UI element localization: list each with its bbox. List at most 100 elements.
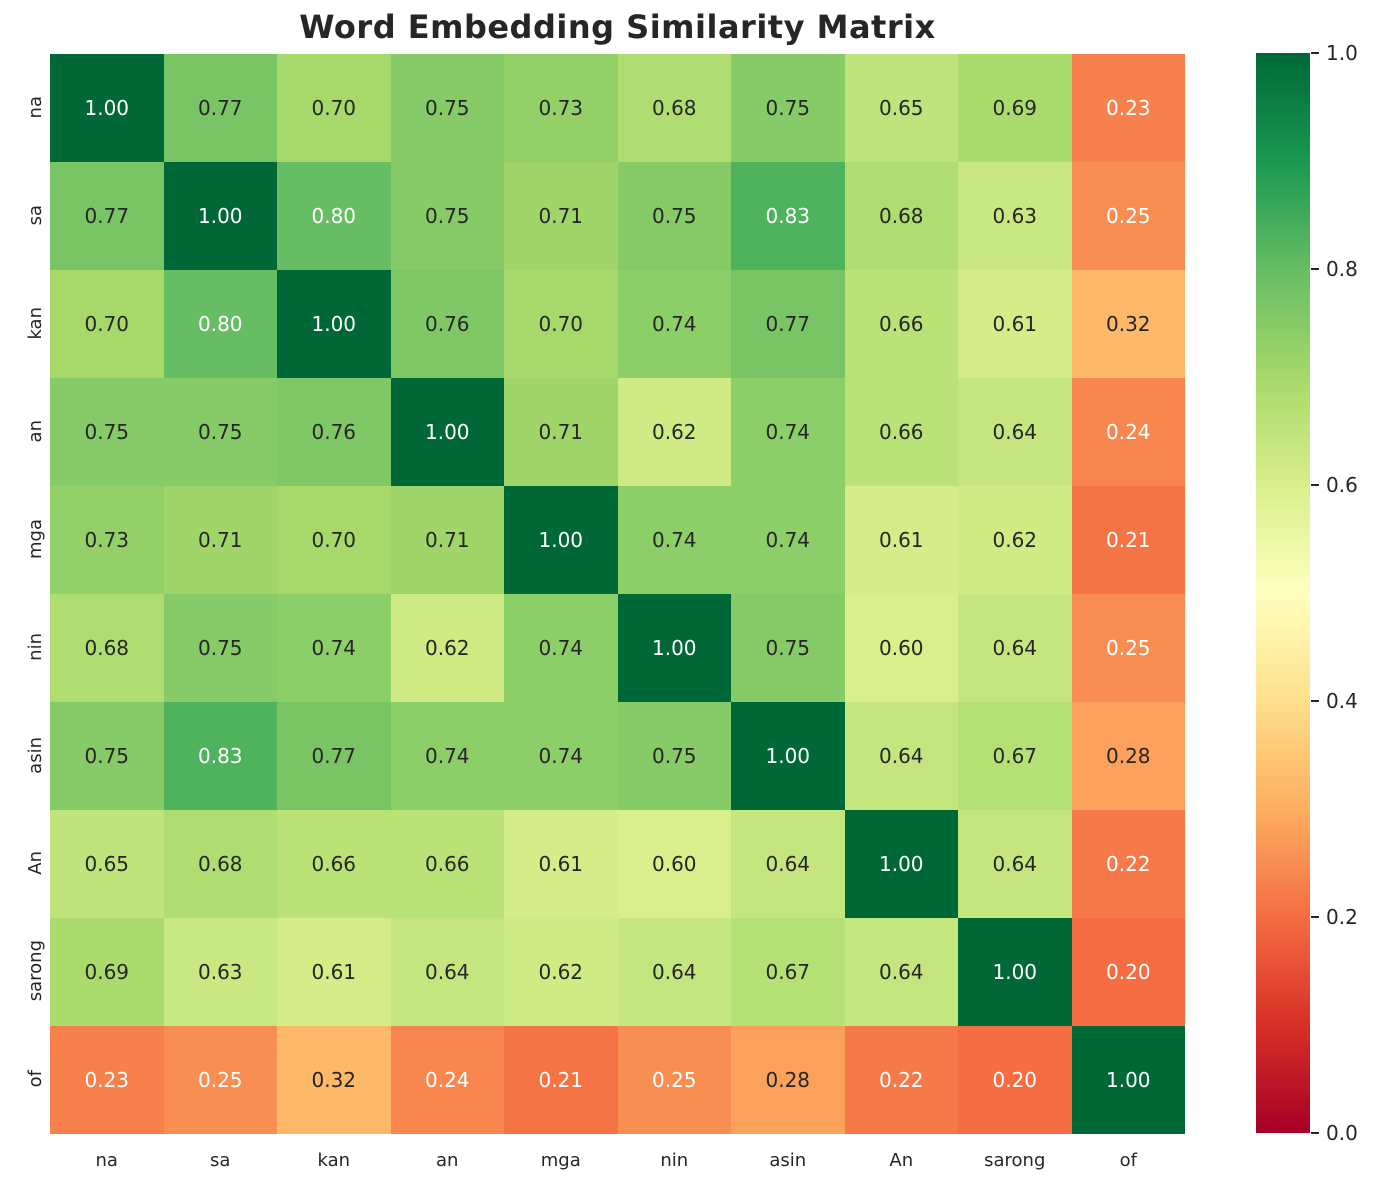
heatmap-cell-sa-An: 0.68 bbox=[844, 162, 958, 270]
heatmap-cell-mga-na: 0.73 bbox=[50, 486, 164, 594]
heatmap-cell-sarong-nin: 0.64 bbox=[617, 918, 731, 1026]
heatmap-cell-An-asin: 0.64 bbox=[731, 810, 845, 918]
heatmap-cell-sa-an: 0.75 bbox=[390, 162, 504, 270]
heatmap-cell-an-mga: 0.71 bbox=[504, 378, 618, 486]
colorbar-tick-label-0.4: 0.4 bbox=[1326, 689, 1358, 713]
heatmap-cell-of-mga: 0.21 bbox=[504, 1026, 618, 1134]
heatmap-cell-An-nin: 0.60 bbox=[617, 810, 731, 918]
y-tick-label-asin: asin bbox=[0, 702, 46, 810]
y-tick-label-nin: nin bbox=[0, 594, 46, 702]
heatmap-cell-mga-sarong: 0.62 bbox=[958, 486, 1072, 594]
y-tick-label-sa: sa bbox=[0, 162, 46, 270]
heatmap-cell-asin-of: 0.28 bbox=[1071, 702, 1185, 810]
heatmap-cell-sa-nin: 0.75 bbox=[617, 162, 731, 270]
heatmap-cell-asin-nin: 0.75 bbox=[617, 702, 731, 810]
heatmap-cell-kan-mga: 0.70 bbox=[504, 270, 618, 378]
y-tick-label-sarong: sarong bbox=[0, 918, 46, 1026]
heatmap-cell-of-nin: 0.25 bbox=[617, 1026, 731, 1134]
heatmap-cell-an-na: 0.75 bbox=[50, 378, 164, 486]
colorbar-tick-mark-0.8 bbox=[1311, 268, 1319, 270]
y-axis-labels: na sa kan an mga nin asin An sarong of bbox=[0, 54, 46, 1134]
chart-title: Word Embedding Similarity Matrix bbox=[299, 8, 936, 46]
heatmap-cell-of-an: 0.24 bbox=[390, 1026, 504, 1134]
heatmap-cell-of-sarong: 0.20 bbox=[958, 1026, 1072, 1134]
colorbar-tick-label-0.6: 0.6 bbox=[1326, 473, 1358, 497]
heatmap: 1.00 0.77 0.70 0.75 0.73 0.68 0.75 0.65 0.69 0.23… bbox=[50, 54, 1185, 1134]
heatmap-cell-kan-of: 0.32 bbox=[1071, 270, 1185, 378]
y-tick-label-of: of bbox=[0, 1026, 46, 1134]
heatmap-cell-of-sa: 0.25 bbox=[163, 1026, 277, 1134]
heatmap-cell-na-asin: 0.75 bbox=[731, 54, 845, 162]
heatmap-cell-sarong-mga: 0.62 bbox=[504, 918, 618, 1026]
heatmap-cell-sarong-sa: 0.63 bbox=[163, 918, 277, 1026]
y-tick-text: an bbox=[25, 419, 46, 443]
heatmap-cell-kan-an: 0.76 bbox=[390, 270, 504, 378]
heatmap-cell-an-nin: 0.62 bbox=[617, 378, 731, 486]
colorbar-tick-mark-1.0 bbox=[1311, 52, 1319, 54]
heatmap-cell-mga-an: 0.71 bbox=[390, 486, 504, 594]
heatmap-cell-na-sa: 0.77 bbox=[163, 54, 277, 162]
heatmap-cell-kan-sarong: 0.61 bbox=[958, 270, 1072, 378]
heatmap-cell-an-of: 0.24 bbox=[1071, 378, 1185, 486]
heatmap-cell-na-of: 0.23 bbox=[1071, 54, 1185, 162]
heatmap-cell-An-An: 1.00 bbox=[844, 810, 958, 918]
heatmap-cell-sa-mga: 0.71 bbox=[504, 162, 618, 270]
heatmap-cell-sarong-asin: 0.67 bbox=[731, 918, 845, 1026]
y-tick-text: of bbox=[25, 1070, 46, 1088]
x-tick-label-An: An bbox=[889, 1149, 914, 1171]
colorbar-tick-mark-0.4 bbox=[1311, 700, 1319, 702]
x-tick-label-mga: mga bbox=[540, 1149, 581, 1171]
heatmap-cell-an-sa: 0.75 bbox=[163, 378, 277, 486]
y-tick-text: asin bbox=[25, 736, 46, 774]
y-tick-label-kan: kan bbox=[0, 270, 46, 378]
y-tick-text: nin bbox=[25, 633, 46, 661]
heatmap-cell-An-kan: 0.66 bbox=[277, 810, 391, 918]
heatmap-cell-nin-An: 0.60 bbox=[844, 594, 958, 702]
heatmap-cell-sarong-an: 0.64 bbox=[390, 918, 504, 1026]
heatmap-cell-mga-An: 0.61 bbox=[844, 486, 958, 594]
x-tick-label-asin: asin bbox=[769, 1149, 807, 1171]
heatmap-cell-an-An: 0.66 bbox=[844, 378, 958, 486]
heatmap-cell-of-An: 0.22 bbox=[844, 1026, 958, 1134]
colorbar-tick-label-1.0: 1.0 bbox=[1326, 41, 1358, 65]
heatmap-cell-sa-kan: 0.80 bbox=[277, 162, 391, 270]
colorbar-tick-label-0.8: 0.8 bbox=[1326, 257, 1358, 281]
heatmap-cell-sarong-sarong: 1.00 bbox=[958, 918, 1072, 1026]
heatmap-cell-sarong-An: 0.64 bbox=[844, 918, 958, 1026]
heatmap-cell-sarong-of: 0.20 bbox=[1071, 918, 1185, 1026]
heatmap-cell-asin-na: 0.75 bbox=[50, 702, 164, 810]
heatmap-cell-nin-nin: 1.00 bbox=[617, 594, 731, 702]
heatmap-cell-an-sarong: 0.64 bbox=[958, 378, 1072, 486]
x-tick-label-an: an bbox=[436, 1149, 459, 1171]
x-tick-label-sarong: sarong bbox=[984, 1149, 1046, 1171]
heatmap-cell-na-mga: 0.73 bbox=[504, 54, 618, 162]
heatmap-cell-mga-kan: 0.70 bbox=[277, 486, 391, 594]
heatmap-cell-an-asin: 0.74 bbox=[731, 378, 845, 486]
y-tick-label-An: An bbox=[0, 810, 46, 918]
heatmap-cell-sarong-kan: 0.61 bbox=[277, 918, 391, 1026]
heatmap-cell-kan-An: 0.66 bbox=[844, 270, 958, 378]
x-tick-label-kan: kan bbox=[317, 1149, 351, 1171]
heatmap-cell-sa-asin: 0.83 bbox=[731, 162, 845, 270]
y-tick-text: sa bbox=[25, 204, 46, 226]
heatmap-cell-na-An: 0.65 bbox=[844, 54, 958, 162]
y-tick-label-na: na bbox=[0, 54, 46, 162]
x-axis-labels: na sa kan an mga nin asin An sarong of bbox=[50, 1142, 1185, 1178]
heatmap-cell-nin-asin: 0.75 bbox=[731, 594, 845, 702]
x-tick-label-nin: nin bbox=[660, 1149, 689, 1171]
heatmap-cell-na-nin: 0.68 bbox=[617, 54, 731, 162]
heatmap-cell-an-kan: 0.76 bbox=[277, 378, 391, 486]
heatmap-cell-na-na: 1.00 bbox=[50, 54, 164, 162]
y-tick-label-mga: mga bbox=[0, 486, 46, 594]
heatmap-cell-An-of: 0.22 bbox=[1071, 810, 1185, 918]
heatmap-cell-na-sarong: 0.69 bbox=[958, 54, 1072, 162]
y-tick-text: kan bbox=[25, 306, 46, 340]
heatmap-cell-asin-An: 0.64 bbox=[844, 702, 958, 810]
heatmap-cell-of-of: 1.00 bbox=[1071, 1026, 1185, 1134]
heatmap-cell-kan-asin: 0.77 bbox=[731, 270, 845, 378]
y-tick-text: mga bbox=[25, 519, 46, 559]
colorbar-tick-mark-0.6 bbox=[1311, 484, 1319, 486]
heatmap-cell-nin-sarong: 0.64 bbox=[958, 594, 1072, 702]
heatmap-cell-mga-nin: 0.74 bbox=[617, 486, 731, 594]
heatmap-cell-sa-sa: 1.00 bbox=[163, 162, 277, 270]
